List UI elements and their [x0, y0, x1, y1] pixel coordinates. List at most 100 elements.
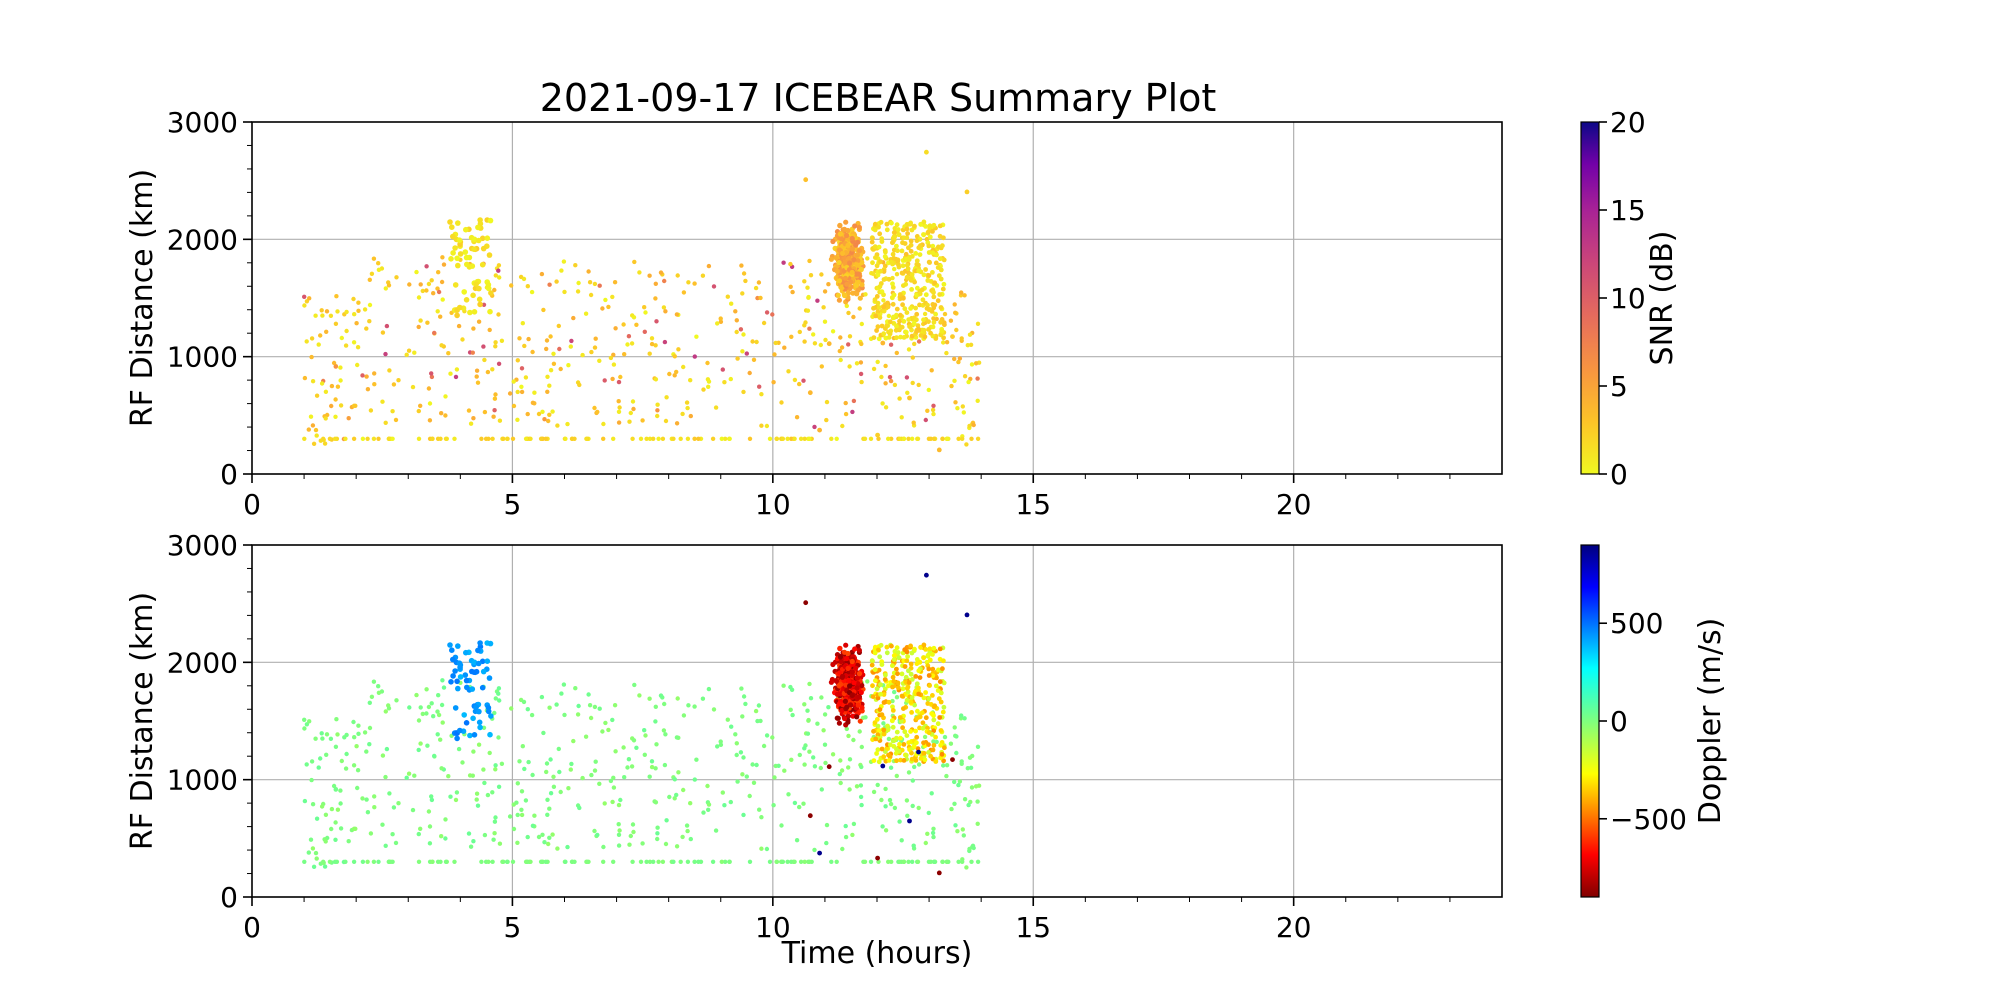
echo-point — [894, 666, 899, 672]
echo-point — [807, 326, 812, 331]
echo-point — [416, 831, 421, 837]
echo-point — [897, 859, 902, 864]
echo-point — [496, 263, 502, 268]
echo-point — [304, 299, 310, 304]
echo-point — [618, 797, 623, 803]
echo-point — [905, 390, 910, 395]
echo-point — [586, 269, 591, 274]
echo-point — [463, 649, 469, 656]
echo-point — [418, 826, 423, 831]
echo-point — [859, 705, 865, 711]
echo-point — [469, 686, 476, 692]
echo-point — [851, 737, 856, 743]
echo-point — [751, 357, 757, 362]
echo-point — [544, 761, 550, 766]
echo-point — [887, 319, 893, 325]
echo-point — [940, 286, 946, 292]
echo-point — [851, 821, 857, 827]
echo-point — [973, 361, 979, 366]
echo-point — [890, 240, 895, 246]
x-tick-label: 20 — [1276, 911, 1312, 944]
echo-point — [874, 328, 879, 333]
colorbar-tick-label: 15 — [1610, 194, 1646, 227]
colorbar-tick-label: 0 — [1610, 705, 1628, 738]
echo-point — [909, 650, 915, 656]
echo-point — [461, 289, 468, 295]
echo-point — [634, 745, 639, 750]
echo-point — [523, 375, 529, 380]
echo-point — [839, 707, 845, 714]
echo-point — [911, 420, 916, 425]
echo-point — [597, 283, 602, 288]
echo-point — [454, 735, 460, 742]
echo-point — [681, 713, 687, 718]
echo-point — [456, 660, 463, 666]
echo-point — [927, 683, 932, 688]
echo-point — [592, 828, 597, 834]
echo-point — [454, 255, 460, 262]
echo-point — [894, 729, 900, 735]
echo-point — [644, 859, 649, 864]
echo-point — [847, 702, 854, 708]
echo-point — [439, 766, 444, 771]
echo-point — [876, 336, 882, 342]
echo-point — [961, 833, 966, 838]
echo-point — [439, 279, 445, 285]
echo-point — [631, 829, 636, 835]
echo-point — [847, 260, 853, 266]
echo-point — [630, 859, 635, 864]
echo-point — [877, 231, 883, 237]
echo-point — [435, 709, 440, 714]
echo-point — [436, 693, 441, 698]
y-tick-label: 0 — [220, 881, 238, 914]
echo-point — [859, 744, 864, 750]
echo-point — [955, 829, 960, 834]
echo-point — [926, 730, 932, 736]
echo-point — [477, 724, 483, 731]
echo-point — [550, 832, 555, 837]
echo-point — [313, 850, 319, 856]
echo-point — [496, 268, 501, 273]
echo-point — [941, 235, 946, 241]
echo-point — [449, 647, 455, 653]
echo-point — [865, 679, 870, 684]
echo-point — [966, 802, 971, 808]
echo-point — [429, 371, 434, 376]
echo-point — [843, 411, 849, 417]
echo-point — [733, 732, 738, 737]
echo-point — [612, 703, 618, 708]
y-tick-label: 3000 — [167, 106, 238, 139]
echo-point — [845, 227, 851, 234]
echo-point — [310, 846, 316, 851]
echo-point — [741, 694, 747, 699]
echo-point — [892, 805, 898, 811]
snr-ylabel: RF Distance (km) — [125, 169, 160, 427]
echo-point — [484, 658, 491, 664]
echo-point — [631, 315, 637, 320]
echo-point — [632, 259, 637, 265]
echo-point — [876, 859, 881, 864]
echo-point — [308, 837, 314, 842]
echo-point — [792, 377, 798, 383]
echo-point — [797, 752, 802, 758]
echo-point — [593, 759, 598, 764]
echo-point — [685, 436, 691, 441]
echo-point — [837, 348, 842, 354]
x-tick-label: 15 — [1015, 488, 1051, 521]
echo-point — [919, 287, 925, 293]
echo-point — [918, 756, 924, 761]
echo-point — [617, 405, 622, 410]
echo-point — [906, 770, 912, 775]
echo-point — [856, 224, 863, 230]
echo-point — [414, 692, 419, 698]
echo-point — [805, 308, 811, 313]
echo-point — [877, 707, 883, 712]
echo-point — [461, 712, 468, 718]
echo-point — [894, 243, 899, 249]
echo-point — [916, 685, 921, 691]
echo-point — [910, 436, 915, 441]
echo-point — [931, 411, 936, 417]
echo-point — [376, 684, 381, 689]
echo-point — [550, 409, 555, 414]
echo-point — [900, 686, 906, 692]
